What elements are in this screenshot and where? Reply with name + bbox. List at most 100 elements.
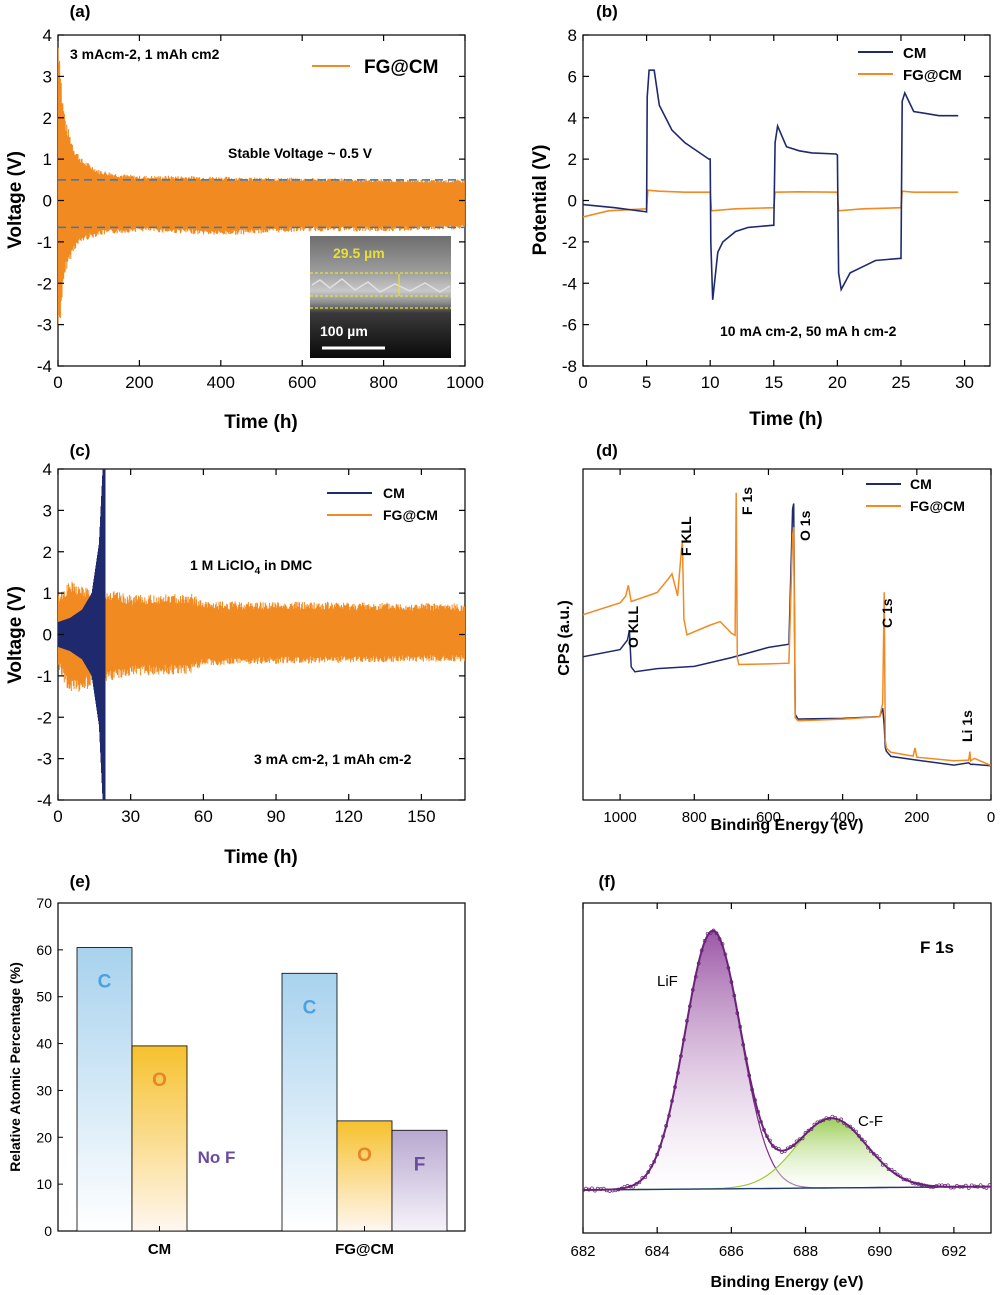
panel-c-electrolyte-main: 1 M LiClO: [190, 557, 255, 573]
panel-b-xtick-label: 10: [701, 373, 720, 392]
panel-c-condition: 3 mA cm-2, 1 mAh cm-2: [254, 751, 412, 767]
raw-data-point: [812, 1122, 817, 1127]
panel-a-ytick-label: 1: [43, 150, 52, 169]
series-line-fg-cm: [583, 492, 991, 767]
panel-e-ytick-label: 20: [36, 1129, 52, 1145]
panel-e-category-label: FG@CM: [335, 1241, 394, 1258]
panel-e-frame: [57, 902, 466, 1232]
raw-data-point: [673, 1085, 677, 1089]
panel-b-legend-cm: CM: [903, 45, 926, 62]
raw-data-point: [821, 1118, 826, 1123]
raw-data-point: [631, 1184, 636, 1189]
raw-data-point: [717, 937, 722, 941]
panel-f-xtick-label: 690: [867, 1243, 892, 1260]
panel-b-ytick-label: -6: [562, 316, 577, 335]
panel-c-electrolyte-tail: in DMC: [260, 557, 312, 573]
panel-b-xtick-label: 20: [828, 373, 847, 392]
raw-data-point: [868, 1149, 873, 1154]
raw-data-point: [690, 988, 695, 992]
raw-data-point: [815, 1120, 820, 1125]
panel-a-ylabel: Voltage (V): [5, 151, 26, 249]
series-line-cm: [583, 69, 959, 300]
panel-e: (e) C O No F C O F CM FG@CM 0 10 20 30 40 50 60 70 Rel…: [7, 872, 466, 1258]
panel-c-ylabel: Voltage (V): [5, 586, 26, 684]
raw-data-point: [871, 1151, 876, 1156]
panel-b-condition: 10 mA cm-2, 50 mA h cm-2: [720, 323, 897, 339]
raw-data-point: [676, 1071, 680, 1075]
panel-f-xlabel: Binding Energy (eV): [711, 1274, 864, 1291]
raw-data-point: [785, 1146, 790, 1151]
raw-data-point: [655, 1152, 660, 1157]
raw-data-point: [883, 1162, 888, 1167]
raw-data-point: [652, 1159, 657, 1164]
raw-data-point: [702, 939, 707, 943]
panel-a: (a) 0 200 400 600 800 1000 -4 -3 -2 -1 0 1 2 3 4 3 mAc…: [5, 2, 484, 433]
raw-data-point: [738, 1025, 743, 1029]
raw-data-point: [946, 1183, 950, 1188]
panel-a-ytick-label: -1: [37, 233, 52, 252]
raw-data-point: [711, 928, 716, 933]
raw-data-point: [848, 1124, 852, 1129]
panel-a-ytick-label: -2: [37, 274, 52, 293]
raw-data-point: [960, 1184, 965, 1189]
panel-f-label-lif: LiF: [657, 973, 678, 990]
sem-texture: [311, 278, 451, 293]
raw-data-point: [756, 1109, 760, 1114]
bar-o-fg-cm: [336, 1120, 393, 1232]
panel-b-ytick-label: -2: [562, 233, 577, 252]
raw-data-point: [741, 1042, 746, 1047]
panel-a-xtick-label: 1000: [446, 373, 484, 392]
raw-data-point: [682, 1037, 686, 1042]
panel-b-ytick-label: 4: [568, 109, 577, 128]
panel-b-xtick-label: 25: [892, 373, 911, 392]
series-line-cm: [583, 503, 991, 767]
raw-data-point: [776, 1146, 781, 1151]
raw-data-point: [720, 942, 725, 946]
panel-c-xtick-label: 60: [194, 807, 213, 826]
raw-data-point: [646, 1170, 651, 1174]
raw-data-point: [762, 1128, 766, 1132]
panel-c-xlabel: Time (h): [224, 847, 298, 868]
panel-c-electrolyte: 1 M LiClO4 in DMC: [190, 557, 312, 577]
panel-a-annotation: Stable Voltage ~ 0.5 V: [228, 145, 373, 161]
panel-b-ytick-label: 0: [568, 192, 577, 211]
raw-data-point: [723, 952, 728, 957]
raw-data-point: [827, 1116, 832, 1121]
panel-c-ytick-label: -1: [37, 667, 52, 686]
fgcm-cycling-trace: [58, 47, 465, 325]
raw-data-point: [661, 1134, 665, 1139]
raw-data-point: [667, 1113, 671, 1118]
raw-data-point: [866, 1145, 870, 1150]
raw-data-point: [593, 1188, 597, 1193]
panel-b-ylabel: Potential (V): [530, 145, 551, 256]
raw-data-point: [857, 1134, 861, 1138]
raw-data-point: [898, 1174, 903, 1179]
panel-d-xtick-label: 200: [904, 809, 929, 826]
raw-data-point: [693, 974, 698, 979]
raw-data-point: [806, 1128, 811, 1133]
panel-c-electrolyte-sub: 4: [255, 566, 261, 577]
bar-c-fg-cm: [281, 972, 338, 1232]
panel-b-xlabel: Time (h): [749, 409, 823, 430]
raw-data-point: [699, 948, 704, 953]
panel-a-xtick-label: 400: [207, 373, 235, 392]
raw-data-point: [696, 961, 701, 966]
raw-data-point: [895, 1172, 900, 1177]
cm-cycling-trace: [58, 469, 106, 800]
raw-data-point: [687, 1004, 692, 1009]
panel-c-ytick-label: 2: [43, 543, 52, 562]
raw-data-point: [708, 931, 713, 935]
peak-label-o-kll: O KLL: [625, 606, 641, 648]
raw-data-point: [729, 980, 734, 984]
raw-data-point: [658, 1144, 662, 1149]
panel-e-category-label: CM: [148, 1241, 171, 1258]
panel-c-ytick-label: -3: [37, 750, 52, 769]
raw-data-point: [892, 1170, 897, 1174]
panel-b-frame: [582, 34, 991, 367]
sem-image: [310, 236, 451, 358]
panel-c-xtick-label: 150: [407, 807, 435, 826]
panel-d-xlabel: Binding Energy (eV): [711, 817, 864, 834]
panel-e-ytick-label: 30: [36, 1082, 52, 1098]
panel-b-xtick-label: 15: [764, 373, 783, 392]
